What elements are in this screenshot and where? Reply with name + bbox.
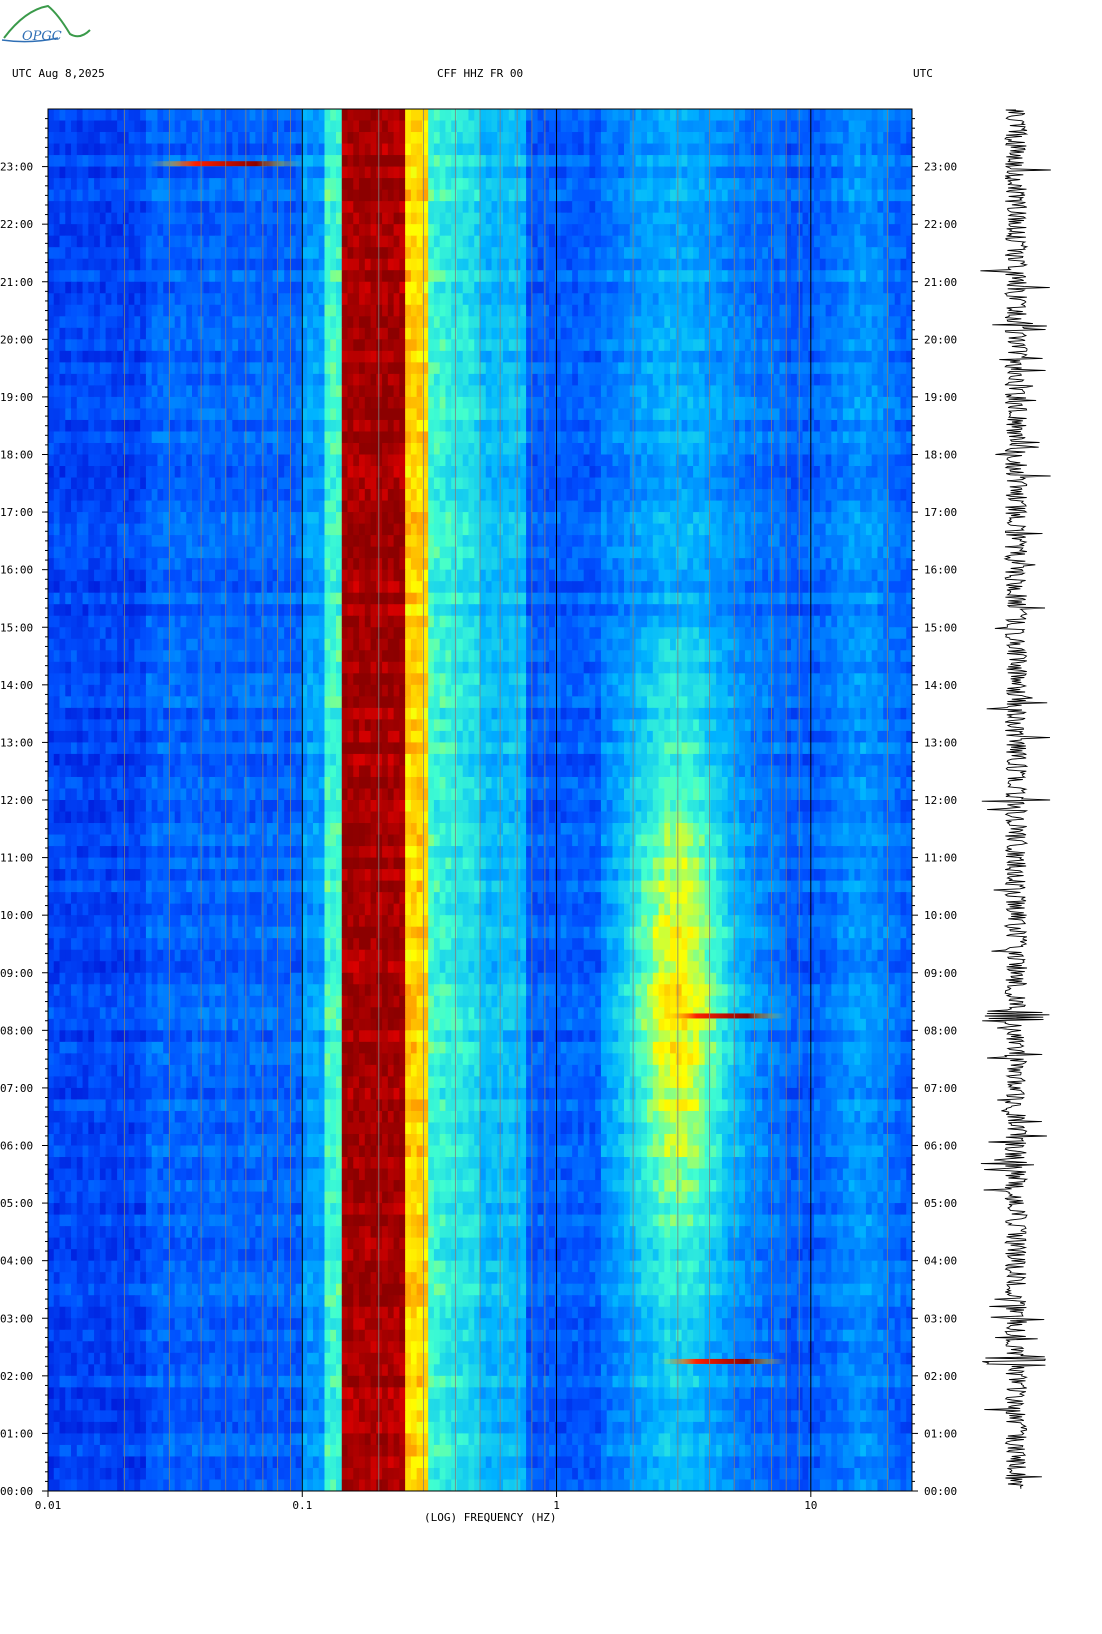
event-mark-1 bbox=[657, 1013, 787, 1019]
x-tick-label: 1 bbox=[553, 1499, 560, 1512]
y-tick-label-left: 16:00 bbox=[0, 564, 33, 577]
y-tick-label-right: 05:00 bbox=[924, 1197, 957, 1210]
y-tick-label-left: 01:00 bbox=[0, 1427, 33, 1440]
y-tick-label-left: 00:00 bbox=[0, 1485, 33, 1498]
y-tick-label-left: 22:00 bbox=[0, 218, 33, 231]
y-tick-label-left: 23:00 bbox=[0, 161, 33, 174]
y-tick-label-right: 22:00 bbox=[924, 218, 957, 231]
x-axis-ticks: 0.01 0.1 1 10 bbox=[35, 1491, 817, 1512]
y-tick-label-right: 13:00 bbox=[924, 736, 957, 749]
y-tick-label-right: 08:00 bbox=[924, 1024, 957, 1037]
y-tick-label-left: 21:00 bbox=[0, 276, 33, 289]
y-axis-ticks: 00:00 00:00 01:00 01:00 02:00 02:00 03:00 03:00… bbox=[0, 118, 957, 1498]
y-tick-label-left: 04:00 bbox=[0, 1255, 33, 1268]
y-tick-label-left: 18:00 bbox=[0, 449, 33, 462]
y-tick-label-left: 13:00 bbox=[0, 736, 33, 749]
spectrogram-heatmap bbox=[48, 109, 912, 1491]
opgc-logo: OPGC bbox=[0, 0, 100, 54]
header-center-label: CFF HHZ FR 00 bbox=[437, 67, 524, 80]
y-tick-label-left: 11:00 bbox=[0, 852, 33, 865]
y-tick-label-left: 06:00 bbox=[0, 1140, 33, 1153]
x-tick-label: 10 bbox=[804, 1499, 817, 1512]
y-tick-label-left: 20:00 bbox=[0, 333, 33, 346]
y-tick-label-left: 19:00 bbox=[0, 391, 33, 404]
y-tick-label-left: 05:00 bbox=[0, 1197, 33, 1210]
y-tick-label-right: 18:00 bbox=[924, 449, 957, 462]
x-axis-label: (LOG) FREQUENCY (HZ) bbox=[424, 1511, 556, 1524]
y-tick-label-left: 02:00 bbox=[0, 1370, 33, 1383]
y-tick-label-right: 17:00 bbox=[924, 506, 957, 519]
y-tick-label-right: 15:00 bbox=[924, 621, 957, 634]
y-tick-label-right: 10:00 bbox=[924, 909, 957, 922]
y-tick-label-right: 06:00 bbox=[924, 1140, 957, 1153]
y-tick-label-right: 04:00 bbox=[924, 1255, 957, 1268]
event-mark-2 bbox=[657, 1358, 787, 1364]
y-tick-label-right: 00:00 bbox=[924, 1485, 957, 1498]
header-left-label: UTC Aug 8,2025 bbox=[12, 67, 105, 80]
y-tick-label-left: 08:00 bbox=[0, 1024, 33, 1037]
y-tick-label-right: 12:00 bbox=[924, 794, 957, 807]
y-tick-label-left: 09:00 bbox=[0, 967, 33, 980]
y-tick-label-right: 21:00 bbox=[924, 276, 957, 289]
y-tick-label-left: 17:00 bbox=[0, 506, 33, 519]
y-tick-label-right: 11:00 bbox=[924, 852, 957, 865]
y-tick-label-right: 01:00 bbox=[924, 1427, 957, 1440]
seismogram-path bbox=[980, 109, 1051, 1489]
y-tick-label-right: 16:00 bbox=[924, 564, 957, 577]
y-tick-label-left: 15:00 bbox=[0, 621, 33, 634]
x-tick-label: 0.1 bbox=[292, 1499, 312, 1512]
y-tick-label-left: 07:00 bbox=[0, 1082, 33, 1095]
svg-text:OPGC: OPGC bbox=[22, 29, 62, 44]
y-tick-label-left: 14:00 bbox=[0, 679, 33, 692]
y-tick-label-left: 10:00 bbox=[0, 909, 33, 922]
y-tick-label-right: 20:00 bbox=[924, 333, 957, 346]
y-tick-label-right: 23:00 bbox=[924, 161, 957, 174]
x-tick-label: 0.01 bbox=[35, 1499, 62, 1512]
y-tick-label-right: 07:00 bbox=[924, 1082, 957, 1095]
seismogram-trace bbox=[980, 109, 1051, 1489]
y-tick-label-right: 14:00 bbox=[924, 679, 957, 692]
y-tick-label-right: 19:00 bbox=[924, 391, 957, 404]
frequency-gridlines bbox=[48, 109, 888, 1491]
y-tick-label-right: 03:00 bbox=[924, 1312, 957, 1325]
y-tick-label-left: 03:00 bbox=[0, 1312, 33, 1325]
header-right-label: UTC bbox=[913, 67, 933, 80]
y-tick-label-left: 12:00 bbox=[0, 794, 33, 807]
y-tick-label-right: 02:00 bbox=[924, 1370, 957, 1383]
y-tick-label-right: 09:00 bbox=[924, 967, 957, 980]
